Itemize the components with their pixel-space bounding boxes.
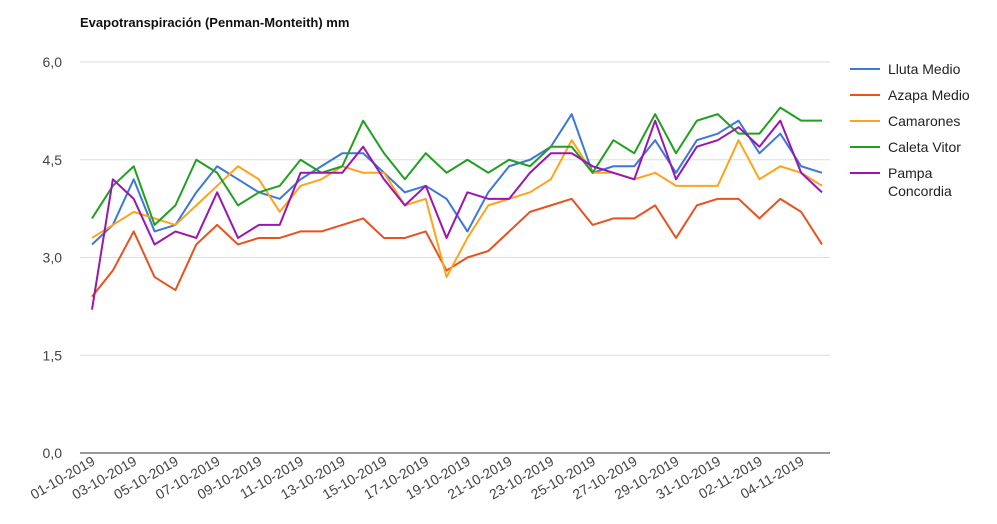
legend-swatch xyxy=(850,146,880,148)
series-line xyxy=(91,139,823,279)
legend-item: Azapa Medio xyxy=(850,86,990,104)
legend-label: Pampa Concordia xyxy=(888,165,952,199)
series-line xyxy=(91,119,823,310)
legend-label: Camarones xyxy=(888,113,961,129)
series-line xyxy=(91,197,823,298)
y-tick-label: 6,0 xyxy=(43,54,63,70)
legend-swatch xyxy=(850,172,880,174)
legend-item: Pampa Concordia xyxy=(850,164,990,200)
legend: Lluta Medio Azapa Medio Camarones Caleta Vi… xyxy=(850,60,990,208)
legend-label: Caleta Vitor xyxy=(888,139,961,155)
chart-title: Evapotranspiración (Penman-Monteith) mm xyxy=(80,15,349,30)
legend-item: Caleta Vitor xyxy=(850,138,990,156)
y-tick-label: 3,0 xyxy=(43,250,63,266)
legend-swatch xyxy=(850,94,880,96)
legend-swatch xyxy=(850,120,880,122)
legend-item: Camarones xyxy=(850,112,990,130)
y-tick-label: 4,5 xyxy=(43,152,63,168)
legend-label: Lluta Medio xyxy=(888,61,961,77)
legend-swatch xyxy=(850,68,880,70)
series-line xyxy=(91,106,822,226)
y-tick-label: 1,5 xyxy=(43,347,63,363)
legend-label: Azapa Medio xyxy=(888,87,970,103)
legend-item: Lluta Medio xyxy=(850,60,990,78)
y-tick-label: 0,0 xyxy=(43,445,63,461)
